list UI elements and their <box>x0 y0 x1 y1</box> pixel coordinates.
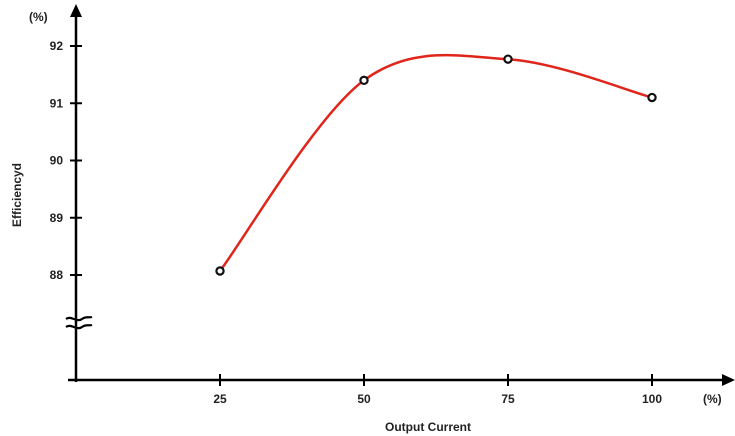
data-markers <box>215 54 657 276</box>
data-point-marker <box>215 266 225 276</box>
x-tick-label: 25 <box>213 392 227 406</box>
x-ticks: 25 50 75 100 <box>213 374 662 406</box>
y-tick-label: 90 <box>50 154 64 168</box>
y-tick-label: 91 <box>50 96 64 110</box>
x-tick-label: 50 <box>357 392 371 406</box>
data-point-marker <box>359 75 369 86</box>
y-tick-label: 92 <box>50 39 64 53</box>
x-axis-arrow <box>722 374 735 386</box>
x-axis-title: Output Current <box>385 420 471 434</box>
y-ticks: 88 89 90 91 92 <box>50 39 82 282</box>
y-axis-break-mark <box>65 315 93 330</box>
y-tick-label: 88 <box>50 268 64 282</box>
x-tick-label: 100 <box>642 392 662 406</box>
x-tick-label: 75 <box>501 392 515 406</box>
y-axis-unit: (%) <box>29 10 48 24</box>
data-point-marker <box>503 54 513 64</box>
efficiency-curve <box>219 53 653 272</box>
x-axis-unit: (%) <box>703 392 722 406</box>
data-point-marker <box>647 92 657 103</box>
y-axis-title: Efficiencyd <box>10 163 24 227</box>
y-tick-label: 89 <box>50 211 64 225</box>
y-axis-arrow <box>70 4 82 17</box>
